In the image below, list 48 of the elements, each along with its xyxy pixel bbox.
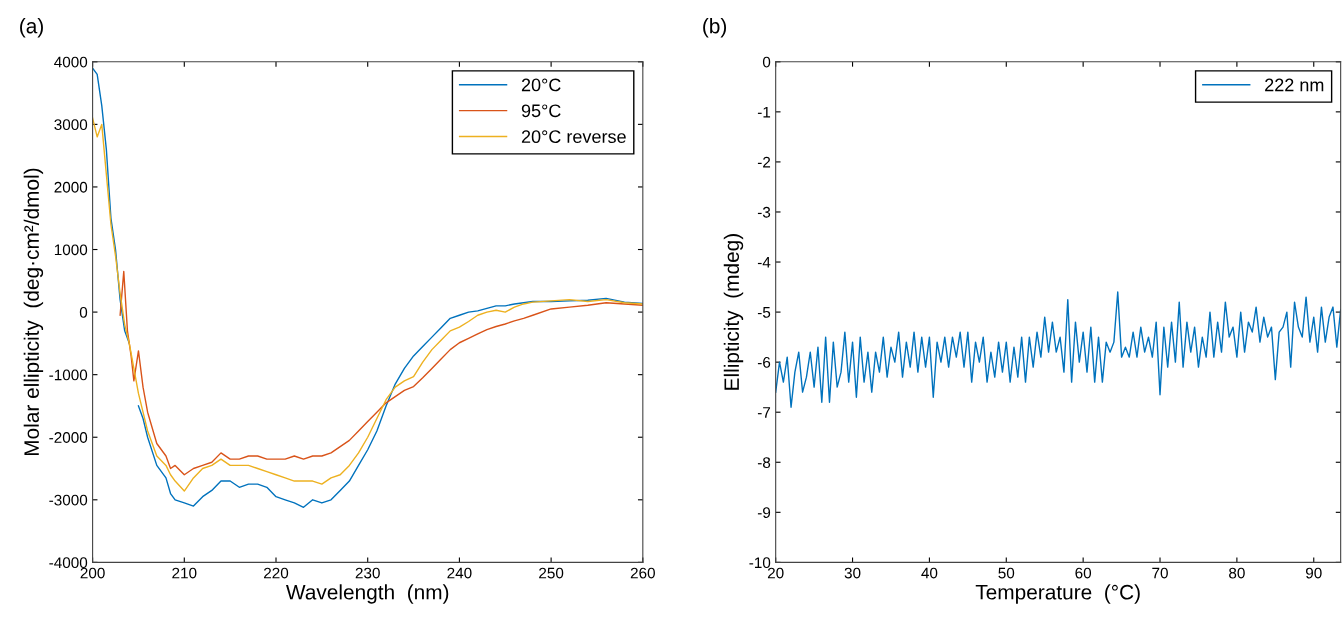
x-tick-label: 30 — [844, 567, 861, 579]
y-axis-title: Molar ellipticity (deg·cm²/dmol) — [23, 168, 44, 456]
x-tick-label: 90 — [1305, 567, 1322, 579]
line-series — [775, 291, 1341, 408]
x-tick-label: 70 — [1152, 567, 1168, 579]
y-tick-label: -4000 — [49, 557, 88, 569]
y-tick-label: -8 — [757, 457, 771, 468]
x-tick-label: 60 — [1075, 567, 1092, 579]
x-tick-label: 260 — [630, 567, 655, 579]
x-tick-label: 80 — [1229, 567, 1245, 579]
legend-label: 20°C — [521, 78, 561, 92]
y-tick-label: 2000 — [54, 181, 88, 193]
x-tick-label: 200 — [80, 567, 105, 579]
y-tick-label: -2000 — [49, 432, 88, 443]
x-tick-label: 240 — [447, 567, 472, 579]
y-tick-label: -1 — [757, 106, 771, 118]
y-tick-label: -5 — [757, 307, 771, 318]
chart-title: (a) — [20, 18, 43, 38]
y-tick-label: -1000 — [49, 369, 88, 381]
line-series — [119, 270, 643, 476]
y-tick-label: 0 — [79, 306, 88, 318]
y-tick-label: -3000 — [49, 494, 88, 506]
legend-label: 95°C — [521, 104, 561, 118]
x-axis-title: Wavelength (nm) — [285, 584, 449, 604]
x-tick-label: 250 — [539, 567, 564, 579]
y-axis-title: Ellipticity (mdeg) — [723, 234, 744, 390]
y-tick-label: -4 — [757, 257, 771, 268]
y-tick-label: 0 — [762, 56, 771, 68]
y-tick-label: -2 — [757, 156, 771, 168]
y-tick-label: -7 — [757, 407, 771, 418]
line-series — [92, 117, 643, 492]
x-axis-title: Temperature (°C) — [975, 584, 1140, 604]
y-tick-label: 3000 — [54, 119, 88, 131]
chart-title: (b) — [703, 18, 727, 38]
y-tick-label: -3 — [757, 206, 771, 218]
y-tick-label: 4000 — [54, 56, 88, 68]
y-tick-label: 1000 — [54, 244, 88, 256]
x-tick-label: 50 — [998, 567, 1015, 579]
x-tick-label: 40 — [921, 567, 938, 579]
x-tick-label: 230 — [355, 567, 380, 579]
legend-label: 222 nm — [1265, 78, 1324, 92]
y-tick-label: -6 — [757, 357, 771, 368]
x-tick-label: 220 — [264, 567, 289, 579]
x-tick-label: 20 — [767, 567, 784, 579]
y-tick-label: -10 — [749, 557, 771, 569]
legend-label: 20°C reverse — [521, 130, 626, 144]
x-tick-label: 210 — [172, 567, 197, 579]
y-tick-label: -9 — [757, 507, 771, 519]
